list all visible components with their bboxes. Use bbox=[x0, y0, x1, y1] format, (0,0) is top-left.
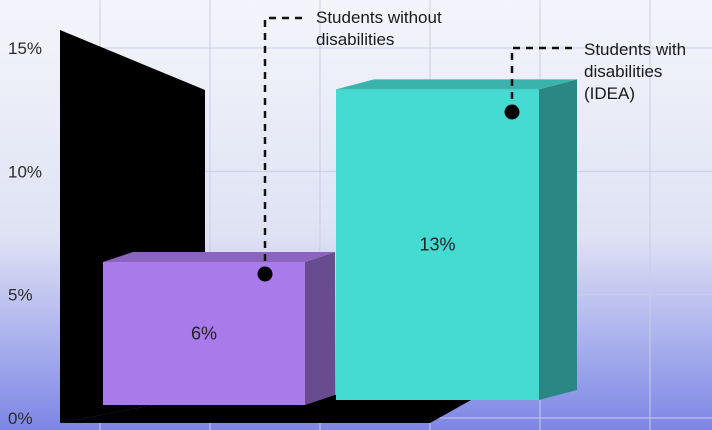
callout-dot bbox=[257, 266, 273, 282]
legend-label-line: (IDEA) bbox=[584, 84, 635, 103]
bar-front-1 bbox=[103, 262, 305, 405]
callout-leader-line bbox=[510, 46, 572, 112]
bar-top-1 bbox=[103, 252, 335, 262]
legend-label-line: disabilities bbox=[316, 30, 394, 49]
bar-value-label: 13% bbox=[419, 235, 455, 255]
y-axis: 0% 5% 10% 15% bbox=[8, 39, 42, 428]
legend-label-line: Students without bbox=[316, 8, 442, 27]
bar-side-1 bbox=[305, 252, 335, 405]
legend-label: Students with disabilities (IDEA) bbox=[584, 40, 686, 103]
y-tick-label: 15% bbox=[8, 39, 42, 58]
chart-floor bbox=[60, 395, 480, 423]
y-tick-label: 0% bbox=[8, 409, 33, 428]
bar-top-2 bbox=[336, 79, 577, 90]
legend-label-line: disabilities bbox=[584, 62, 662, 81]
y-tick-label: 10% bbox=[8, 162, 42, 181]
bar-value-label: 6% bbox=[191, 324, 217, 344]
legend-label: Students without disabilities bbox=[316, 8, 442, 49]
bar-side-2 bbox=[539, 79, 577, 400]
legend-label-line: Students with bbox=[584, 40, 686, 59]
bars-group: 6% 13% bbox=[103, 79, 577, 405]
y-tick-label: 5% bbox=[8, 286, 33, 305]
bar-front-2 bbox=[336, 89, 539, 400]
callout-dot bbox=[504, 104, 520, 120]
